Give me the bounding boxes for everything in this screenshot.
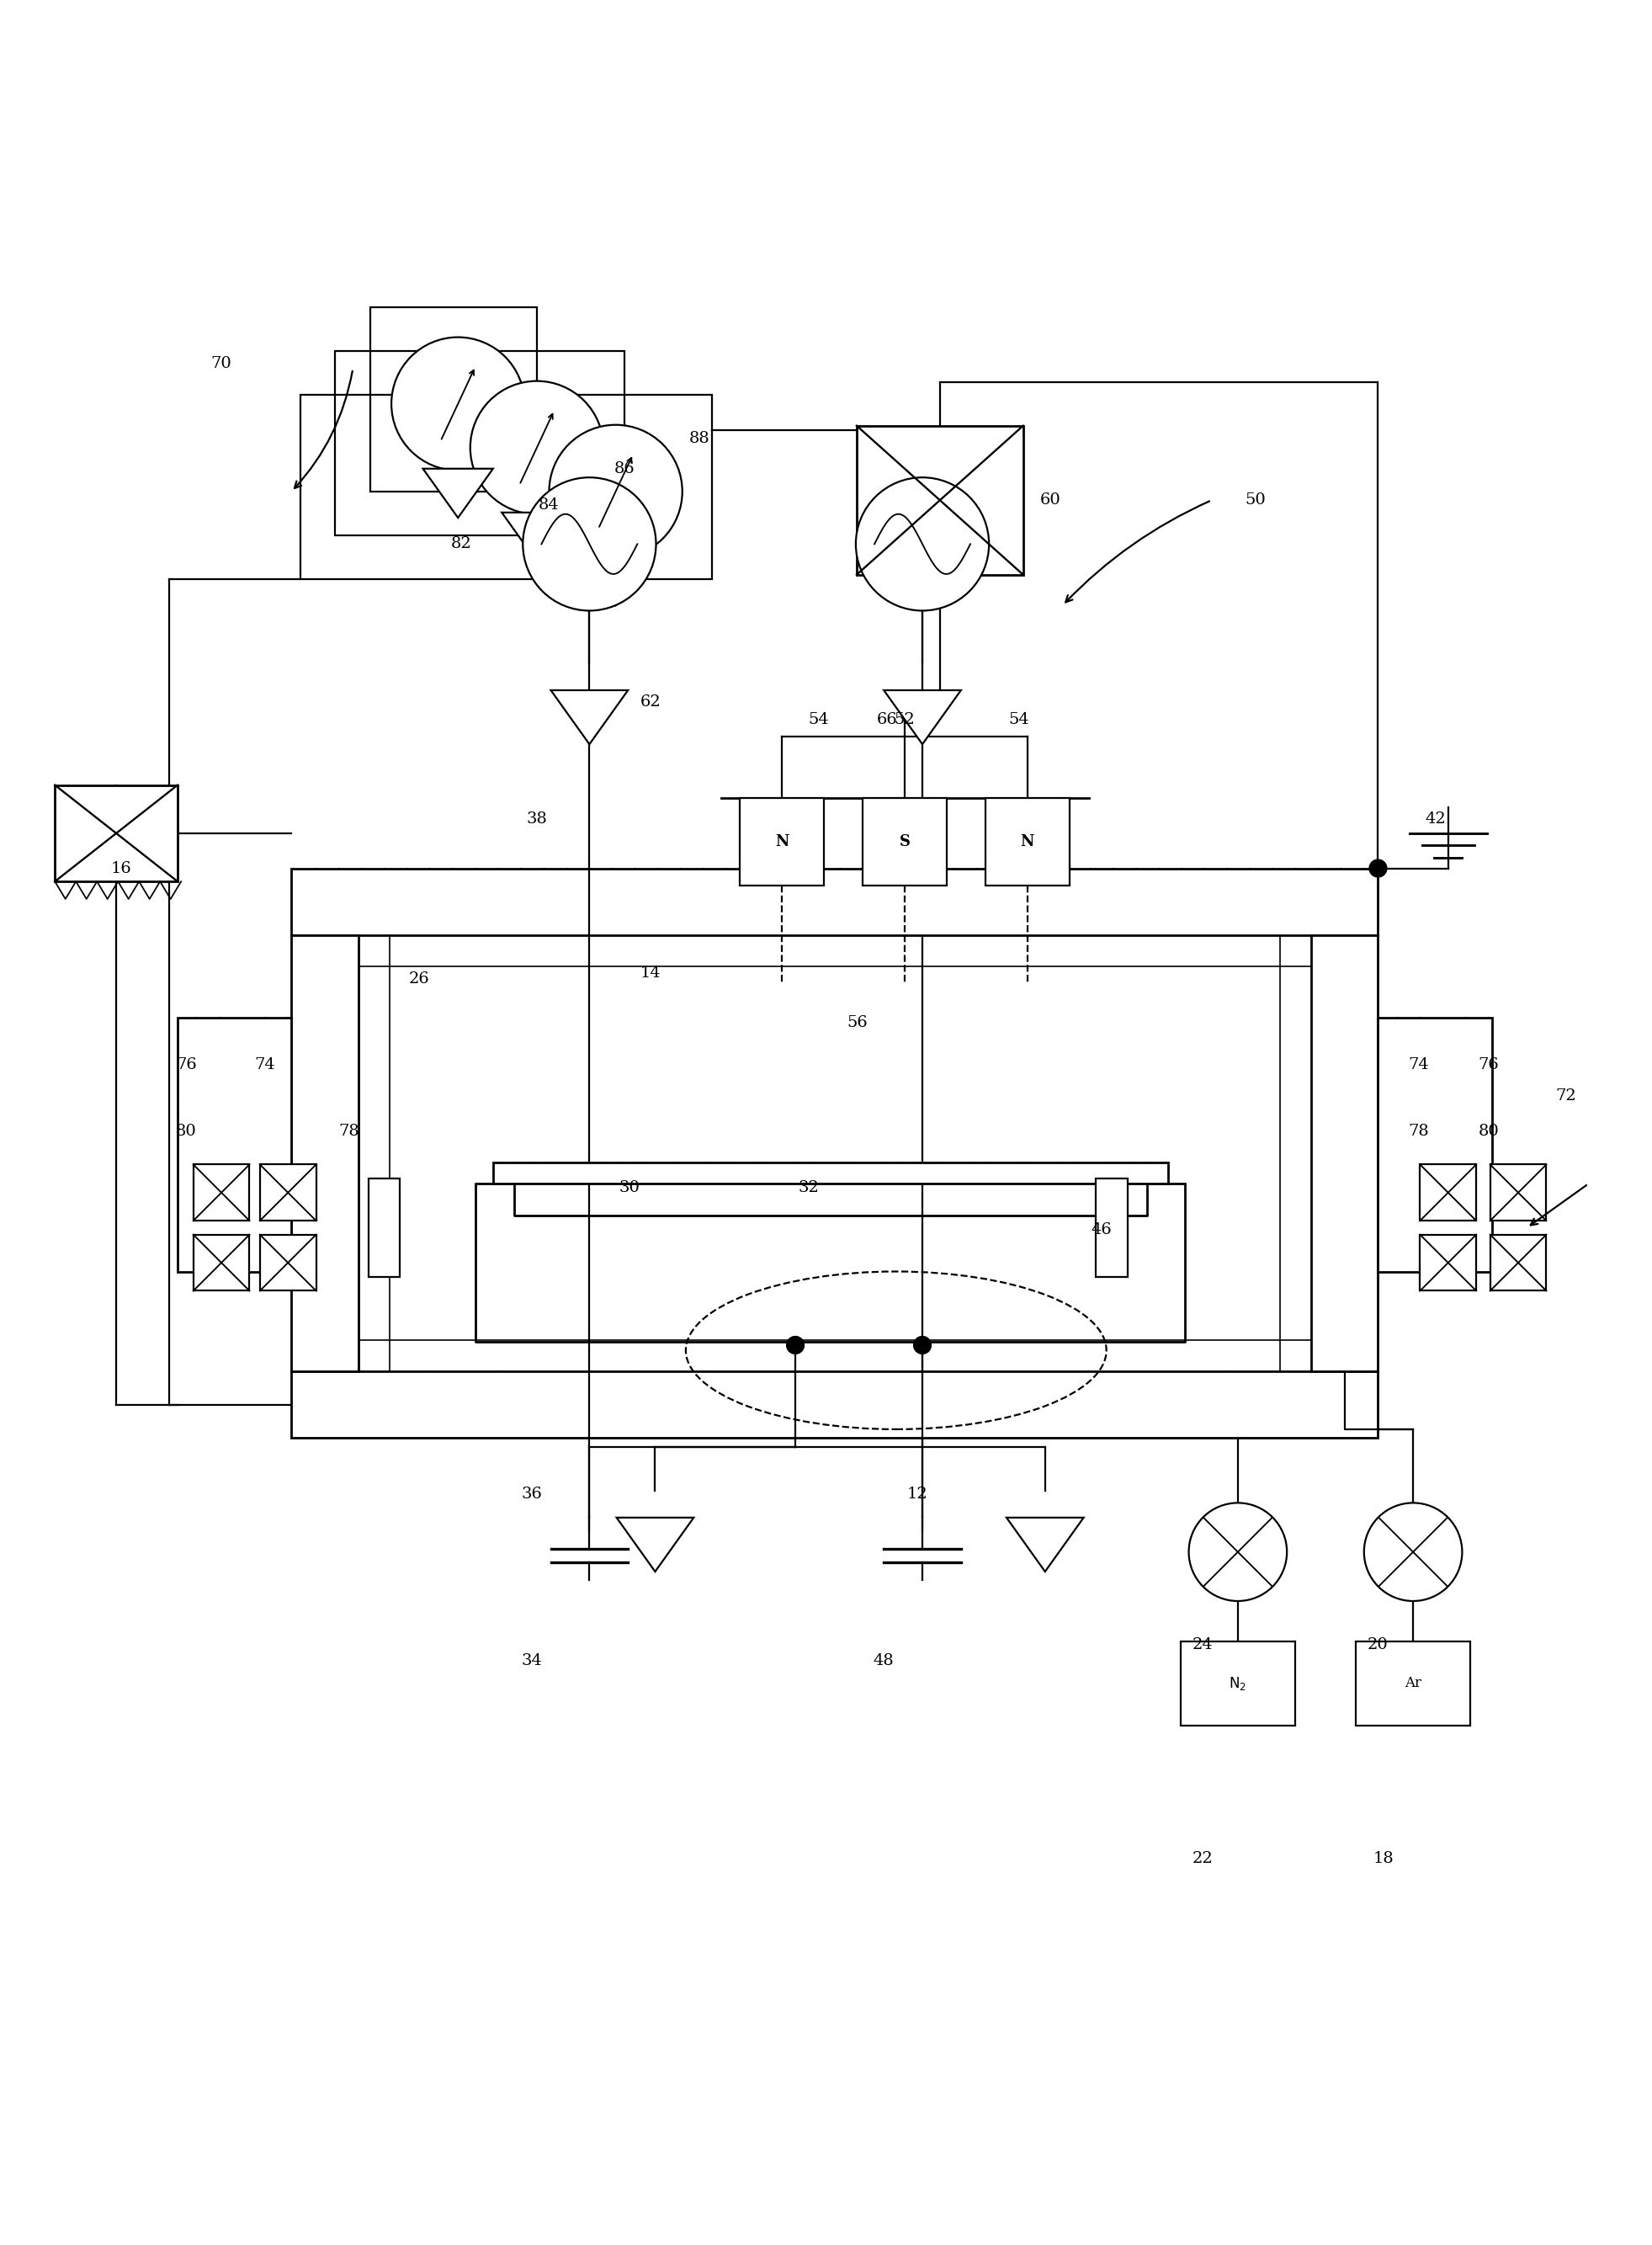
Text: 12: 12 xyxy=(907,1486,927,1502)
Bar xyxy=(259,1235,316,1291)
Bar xyxy=(301,395,712,579)
Bar xyxy=(1490,1165,1546,1221)
Text: 78: 78 xyxy=(1408,1125,1429,1138)
Bar xyxy=(1490,1235,1546,1291)
Text: 76: 76 xyxy=(1479,1057,1498,1073)
Bar xyxy=(1356,1641,1470,1726)
Text: 52: 52 xyxy=(894,712,915,727)
Circle shape xyxy=(392,337,525,471)
Text: 20: 20 xyxy=(1368,1637,1388,1652)
Bar xyxy=(370,308,537,492)
Circle shape xyxy=(1189,1502,1287,1601)
Bar xyxy=(177,1017,291,1271)
Text: 38: 38 xyxy=(527,813,547,826)
Bar xyxy=(740,799,824,887)
Text: 16: 16 xyxy=(111,860,132,876)
Text: 50: 50 xyxy=(1246,492,1265,507)
Bar xyxy=(291,934,358,1372)
Text: 18: 18 xyxy=(1373,1852,1394,1866)
Text: 54: 54 xyxy=(1008,712,1029,727)
Polygon shape xyxy=(580,557,651,606)
Bar xyxy=(1095,1179,1127,1277)
Text: 42: 42 xyxy=(1426,813,1446,826)
Circle shape xyxy=(548,424,682,559)
Text: 82: 82 xyxy=(451,537,472,552)
Bar xyxy=(291,869,1378,934)
Bar xyxy=(986,799,1069,887)
Bar xyxy=(193,1165,249,1221)
Text: 56: 56 xyxy=(847,1015,867,1030)
Text: 36: 36 xyxy=(520,1486,542,1502)
Text: 80: 80 xyxy=(1479,1125,1498,1138)
Text: 86: 86 xyxy=(615,460,634,476)
Circle shape xyxy=(786,1336,805,1354)
Bar xyxy=(1421,1235,1477,1291)
Polygon shape xyxy=(884,689,961,745)
Circle shape xyxy=(914,1336,932,1354)
Text: 32: 32 xyxy=(798,1181,819,1194)
Polygon shape xyxy=(616,1518,694,1572)
Text: 30: 30 xyxy=(620,1181,641,1194)
Text: 14: 14 xyxy=(641,965,661,981)
Bar xyxy=(335,350,624,534)
Text: 72: 72 xyxy=(1555,1089,1576,1105)
Text: 24: 24 xyxy=(1193,1637,1213,1652)
Polygon shape xyxy=(423,469,492,519)
Text: N: N xyxy=(775,835,790,849)
Text: 48: 48 xyxy=(874,1652,894,1668)
Bar xyxy=(193,1235,249,1291)
Text: 84: 84 xyxy=(539,498,560,514)
Bar xyxy=(1181,1641,1295,1726)
Text: N: N xyxy=(1021,835,1034,849)
Bar xyxy=(368,1179,400,1277)
Text: 74: 74 xyxy=(254,1057,276,1073)
Bar xyxy=(862,799,947,887)
Text: 88: 88 xyxy=(689,431,710,447)
Text: 22: 22 xyxy=(1193,1852,1213,1866)
Text: 60: 60 xyxy=(1039,492,1061,507)
Text: 74: 74 xyxy=(1408,1057,1429,1073)
Bar xyxy=(1378,1017,1492,1271)
Text: 78: 78 xyxy=(339,1125,360,1138)
Polygon shape xyxy=(1006,1518,1084,1572)
Text: 46: 46 xyxy=(1090,1221,1112,1237)
Circle shape xyxy=(471,382,603,514)
Text: 54: 54 xyxy=(808,712,829,727)
Text: Ar: Ar xyxy=(1404,1677,1421,1690)
Circle shape xyxy=(1370,860,1386,878)
Text: 76: 76 xyxy=(175,1057,197,1073)
Text: S: S xyxy=(899,835,910,849)
Bar xyxy=(857,427,1023,575)
Text: $\mathrm{N_2}$: $\mathrm{N_2}$ xyxy=(1229,1675,1247,1693)
Text: 34: 34 xyxy=(520,1652,542,1668)
Polygon shape xyxy=(550,689,628,745)
Polygon shape xyxy=(502,512,572,561)
Text: 70: 70 xyxy=(211,357,231,370)
Bar xyxy=(259,1165,316,1221)
Circle shape xyxy=(522,478,656,611)
Circle shape xyxy=(1365,1502,1462,1601)
Text: 62: 62 xyxy=(641,694,661,709)
Text: 80: 80 xyxy=(175,1125,197,1138)
Text: 66: 66 xyxy=(877,712,897,727)
Bar xyxy=(55,786,177,882)
Text: 26: 26 xyxy=(410,972,430,986)
Bar xyxy=(1421,1165,1477,1221)
Bar xyxy=(492,1163,1168,1183)
Bar xyxy=(291,1372,1378,1439)
Circle shape xyxy=(856,478,990,611)
Bar xyxy=(1312,934,1378,1372)
